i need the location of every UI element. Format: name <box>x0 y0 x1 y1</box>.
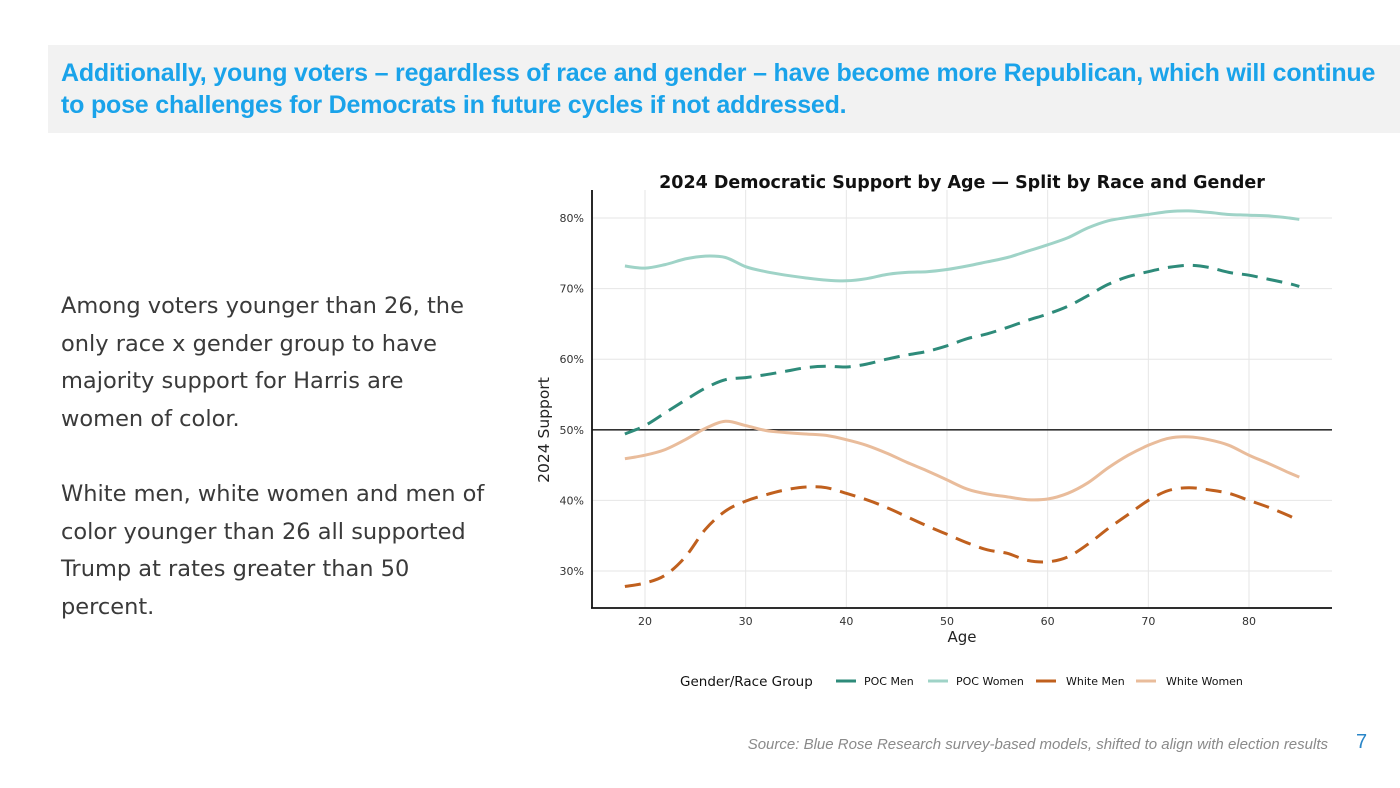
body-paragraph-2: White men, white women and men of color … <box>61 480 485 620</box>
x-tick-label-20: 20 <box>638 615 652 628</box>
series-line-white-women <box>624 419 1300 502</box>
page-number: 7 <box>1356 731 1368 753</box>
tick-labels: 20 30 40 50 60 70 80 30% 40% 50% 60% 70% 80% <box>560 212 1256 628</box>
grid-lines <box>592 190 1332 608</box>
series-line-poc-men <box>624 263 1300 436</box>
chart-container: 20 30 40 50 60 70 80 30% 40% 50% 60% 70% 80% 2024 De… <box>520 160 1380 700</box>
chart-legend: Gender/Race Group POC Men POC Women White M… <box>680 674 1243 690</box>
slide-headline: Additionally, young voters – regardless … <box>61 59 1376 119</box>
x-tick-label-80: 80 <box>1242 615 1256 628</box>
x-tick-label-50: 50 <box>940 615 954 628</box>
series-line-poc-women <box>624 209 1300 283</box>
body-paragraph-1: Among voters younger than 26, the only r… <box>61 293 464 432</box>
y-tick-label-50: 50% <box>560 424 584 437</box>
y-tick-label-80: 80% <box>560 212 584 225</box>
axes-group <box>591 190 1332 609</box>
y-tick-label-40: 40% <box>560 494 584 507</box>
slide-body-text: Among voters younger than 26, the only r… <box>61 288 491 626</box>
y-tick-label-30: 30% <box>560 565 584 578</box>
legend-label-white-women: White Women <box>1166 675 1243 688</box>
y-axis-label: 2024 Support <box>535 377 553 483</box>
legend-label-poc-men: POC Men <box>864 675 914 688</box>
x-axis-label: Age <box>947 628 976 646</box>
x-tick-label-60: 60 <box>1041 615 1055 628</box>
x-tick-label-70: 70 <box>1141 615 1155 628</box>
legend-title: Gender/Race Group <box>680 674 813 690</box>
source-note: Source: Blue Rose Research survey-based … <box>747 736 1328 753</box>
line-chart: 20 30 40 50 60 70 80 30% 40% 50% 60% 70% 80% 2024 De… <box>535 173 1332 690</box>
y-tick-label-60: 60% <box>560 353 584 366</box>
series-group <box>624 209 1301 588</box>
series-line-white-men <box>624 485 1301 588</box>
legend-label-poc-women: POC Women <box>956 675 1024 688</box>
headline-banner <box>48 45 1400 133</box>
x-tick-label-30: 30 <box>739 615 753 628</box>
chart-title: 2024 Democratic Support by Age — Split b… <box>659 173 1265 193</box>
x-tick-label-40: 40 <box>839 615 853 628</box>
y-tick-label-70: 70% <box>560 283 584 296</box>
legend-label-white-men: White Men <box>1066 675 1125 688</box>
